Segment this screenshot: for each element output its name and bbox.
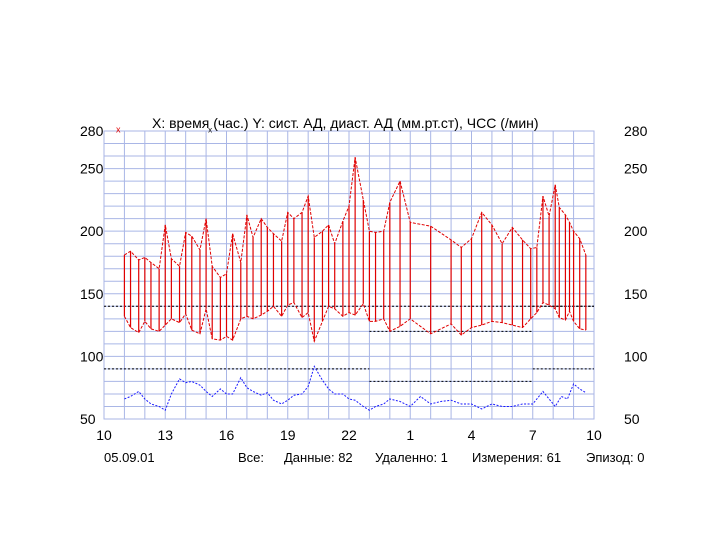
x-tick-label: 10 xyxy=(586,427,602,443)
y-axis-left-labels: 50 100 150 200 250 280 xyxy=(80,123,104,427)
footer-episode-count: Эпизод: 0 xyxy=(586,450,644,465)
heart-rate-series xyxy=(124,365,587,411)
y-tick-label-right: 150 xyxy=(624,286,648,302)
y-tick-label-right: 280 xyxy=(624,123,648,139)
x-tick-label: 10 xyxy=(96,427,112,443)
y-tick-label-left: 280 xyxy=(80,123,104,139)
x-tick-label: 19 xyxy=(280,427,296,443)
footer-data-count: Данные: 82 xyxy=(284,450,353,465)
footer-all-label: Все: xyxy=(238,450,264,465)
y-tick-label-right: 100 xyxy=(624,348,648,364)
y-tick-label-left: 100 xyxy=(80,348,104,364)
x-axis-labels: 10 13 16 19 22 1 4 7 10 xyxy=(96,427,602,443)
y-tick-label-left: 250 xyxy=(80,161,104,177)
start-marker-small: x xyxy=(208,125,212,134)
x-tick-label: 1 xyxy=(406,427,414,443)
y-tick-label-left: 50 xyxy=(80,411,96,427)
plot-frame xyxy=(103,130,595,420)
y-tick-label-right: 200 xyxy=(624,223,648,239)
x-tick-label: 13 xyxy=(157,427,173,443)
y-tick-label-left: 200 xyxy=(80,223,104,239)
footer-date: 05.09.01 xyxy=(104,450,155,465)
chart-title: X: время (час.) Y: сист. АД, диаст. АД (… xyxy=(152,115,539,131)
y-tick-label-right: 250 xyxy=(624,161,648,177)
x-tick-label: 16 xyxy=(219,427,235,443)
systolic-line xyxy=(124,157,587,279)
footer-measurements-count: Измерения: 61 xyxy=(472,450,561,465)
y-axis-right-labels: 50 100 150 200 250 280 xyxy=(624,123,648,427)
y-tick-label-left: 150 xyxy=(80,286,104,302)
y-tick-label-right: 50 xyxy=(624,411,640,427)
footer-removed-count: Удаленно: 1 xyxy=(375,450,448,465)
x-tick-label: 7 xyxy=(529,427,537,443)
heart-rate-line xyxy=(124,365,587,411)
x-tick-label: 4 xyxy=(468,427,476,443)
diastolic-line xyxy=(123,301,586,344)
x-tick-label: 22 xyxy=(341,427,357,443)
start-marker: x xyxy=(116,124,121,134)
